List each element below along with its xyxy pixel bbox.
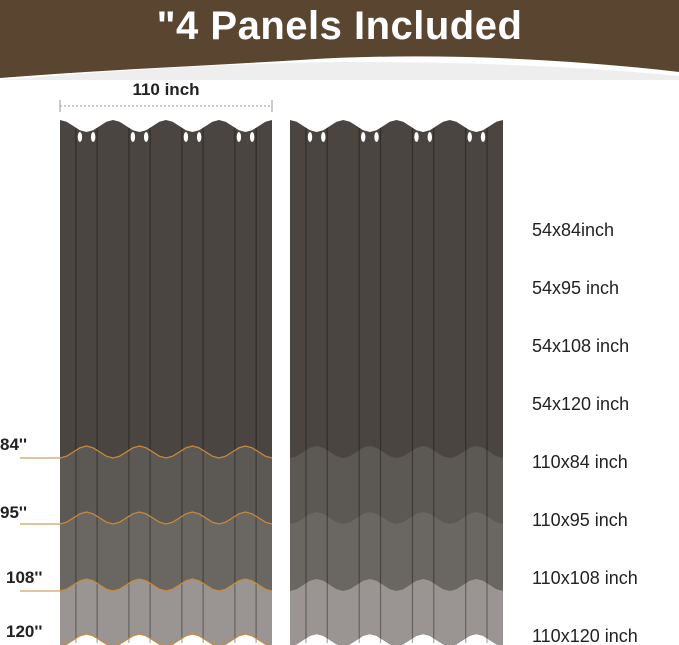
grommet-hole [321,132,326,142]
title-banner [0,0,679,80]
length-label-95: 95'' [0,503,27,522]
grommet-hole [183,132,189,142]
size-option: 110x120 inch [532,626,638,645]
size-option: 54x120 inch [532,394,630,414]
grommet-hole [143,132,149,142]
size-option: 110x84 inch [532,452,628,472]
grommet-hole [90,132,96,142]
curtain-panels [20,120,503,645]
grommet-hole [414,132,419,142]
grommet-hole [130,132,136,142]
curtain-panel-band [290,579,503,645]
banner-title: "4 Panels Included [156,4,523,48]
length-label-84: 84'' [0,435,27,454]
width-dimension-line [59,100,273,112]
grommet-hole [427,132,432,142]
width-label: 110 inch [132,80,200,99]
size-option: 110x95 inch [532,510,628,530]
length-label-108: 108'' [6,568,43,587]
length-measure-line [59,511,273,525]
grommet-hole [374,132,379,142]
length-label-120: 120'' [6,622,43,641]
size-option: 110x108 inch [532,568,638,588]
length-measure-line [59,445,273,459]
curtain-panel-band [60,579,272,645]
length-measure-line [61,633,271,645]
grommet-hole [196,132,202,142]
size-option: 54x95 inch [532,278,620,298]
length-measure-line [59,578,273,592]
grommet-hole [361,132,366,142]
grommet-hole [249,132,255,142]
grommet-hole [467,132,472,142]
grommet-hole [307,132,313,142]
size-option: 54x108 inch [532,336,630,356]
grommet-hole [480,132,486,142]
size-option: 54x84inch [532,220,615,240]
grommet-hole [77,132,83,142]
grommet-hole [236,132,242,142]
